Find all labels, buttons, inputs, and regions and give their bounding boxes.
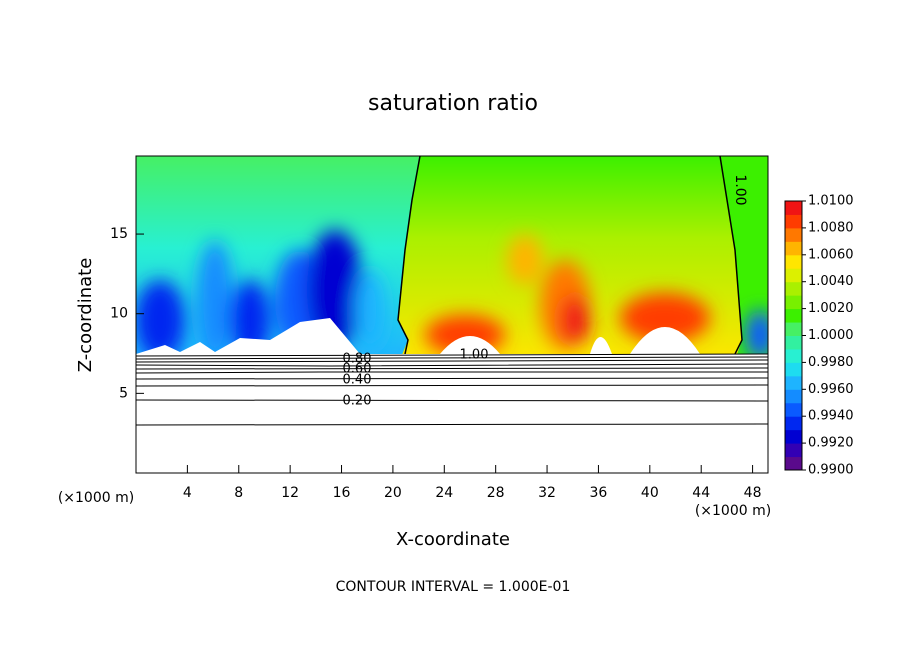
colorbar-band [785, 254, 802, 269]
x-tick-label: 24 [435, 485, 453, 501]
colorbar-band [785, 214, 802, 229]
chart-title: saturation ratio [368, 91, 538, 116]
colorbar-band [785, 201, 802, 215]
footnote: CONTOUR INTERVAL = 1.000E-01 [336, 579, 571, 595]
colorbar-tick-label: 0.9920 [808, 436, 854, 451]
colorbar-band [785, 348, 802, 363]
y-tick-label: 5 [119, 385, 128, 401]
x-axis-label: X-coordinate [396, 529, 510, 550]
x-tick-label: 44 [692, 485, 710, 501]
colorbar-tick-label: 1.0080 [808, 220, 854, 235]
contour-label: 0.80 [343, 352, 372, 367]
colorbar-band [785, 362, 802, 377]
colorbar-band [785, 227, 802, 242]
x-tick-label: 40 [641, 485, 659, 501]
x-tick-label: 16 [333, 485, 351, 501]
colorbar-tick-label: 1.0060 [808, 247, 854, 262]
contour-label: 0.40 [343, 373, 372, 388]
contour-label: 1.00 [732, 174, 748, 205]
y-axis-label: Z-coordinate [75, 258, 96, 373]
x-unit: (×1000 m) [695, 503, 771, 519]
y-tick-label: 10 [110, 306, 128, 322]
x-tick-label: 48 [744, 485, 762, 501]
contour-label: 1.00 [460, 348, 489, 363]
colorbar-tick-label: 1.0000 [808, 328, 854, 343]
contour-label: 0.20 [343, 394, 372, 409]
colorbar-band [785, 389, 802, 404]
colorbar-tick-label: 1.0020 [808, 301, 854, 316]
field [135, 156, 769, 473]
y-tick-label: 15 [110, 226, 128, 242]
colorbar-band [785, 429, 802, 444]
colorbar-band [785, 308, 802, 323]
plot-frame [135, 155, 769, 474]
colorbar-band [785, 322, 802, 336]
contour-label: 0.60 [343, 362, 372, 377]
colorbar-tick-label: 1.0100 [808, 194, 854, 209]
colorbar-tick-label: 0.9980 [808, 355, 854, 370]
x-tick-label: 4 [183, 485, 192, 501]
colorbar-tick-label: 1.0040 [808, 274, 854, 289]
x-tick-label: 32 [538, 485, 556, 501]
colorbar-tick-label: 0.9960 [808, 382, 854, 397]
colorbar-band [785, 375, 802, 390]
colorbar-band [785, 241, 802, 256]
x-tick-label: 28 [487, 485, 505, 501]
x-unit: (×1000 m) [58, 490, 134, 506]
colorbar-band [785, 443, 802, 458]
colorbar-band [785, 268, 802, 283]
colorbar-band [785, 416, 802, 431]
colorbar-band [785, 402, 802, 417]
x-tick-label: 12 [281, 485, 299, 501]
x-tick-label: 20 [384, 485, 402, 501]
colorbar-tick-label: 0.9900 [808, 463, 854, 478]
colorbar-band [785, 335, 802, 350]
colorbar-band [785, 281, 802, 296]
x-tick-label: 8 [234, 485, 243, 501]
colorbar-band [785, 295, 802, 310]
colorbar-tick-label: 0.9940 [808, 409, 854, 424]
colorbar-band [785, 456, 802, 471]
x-tick-label: 36 [590, 485, 608, 501]
